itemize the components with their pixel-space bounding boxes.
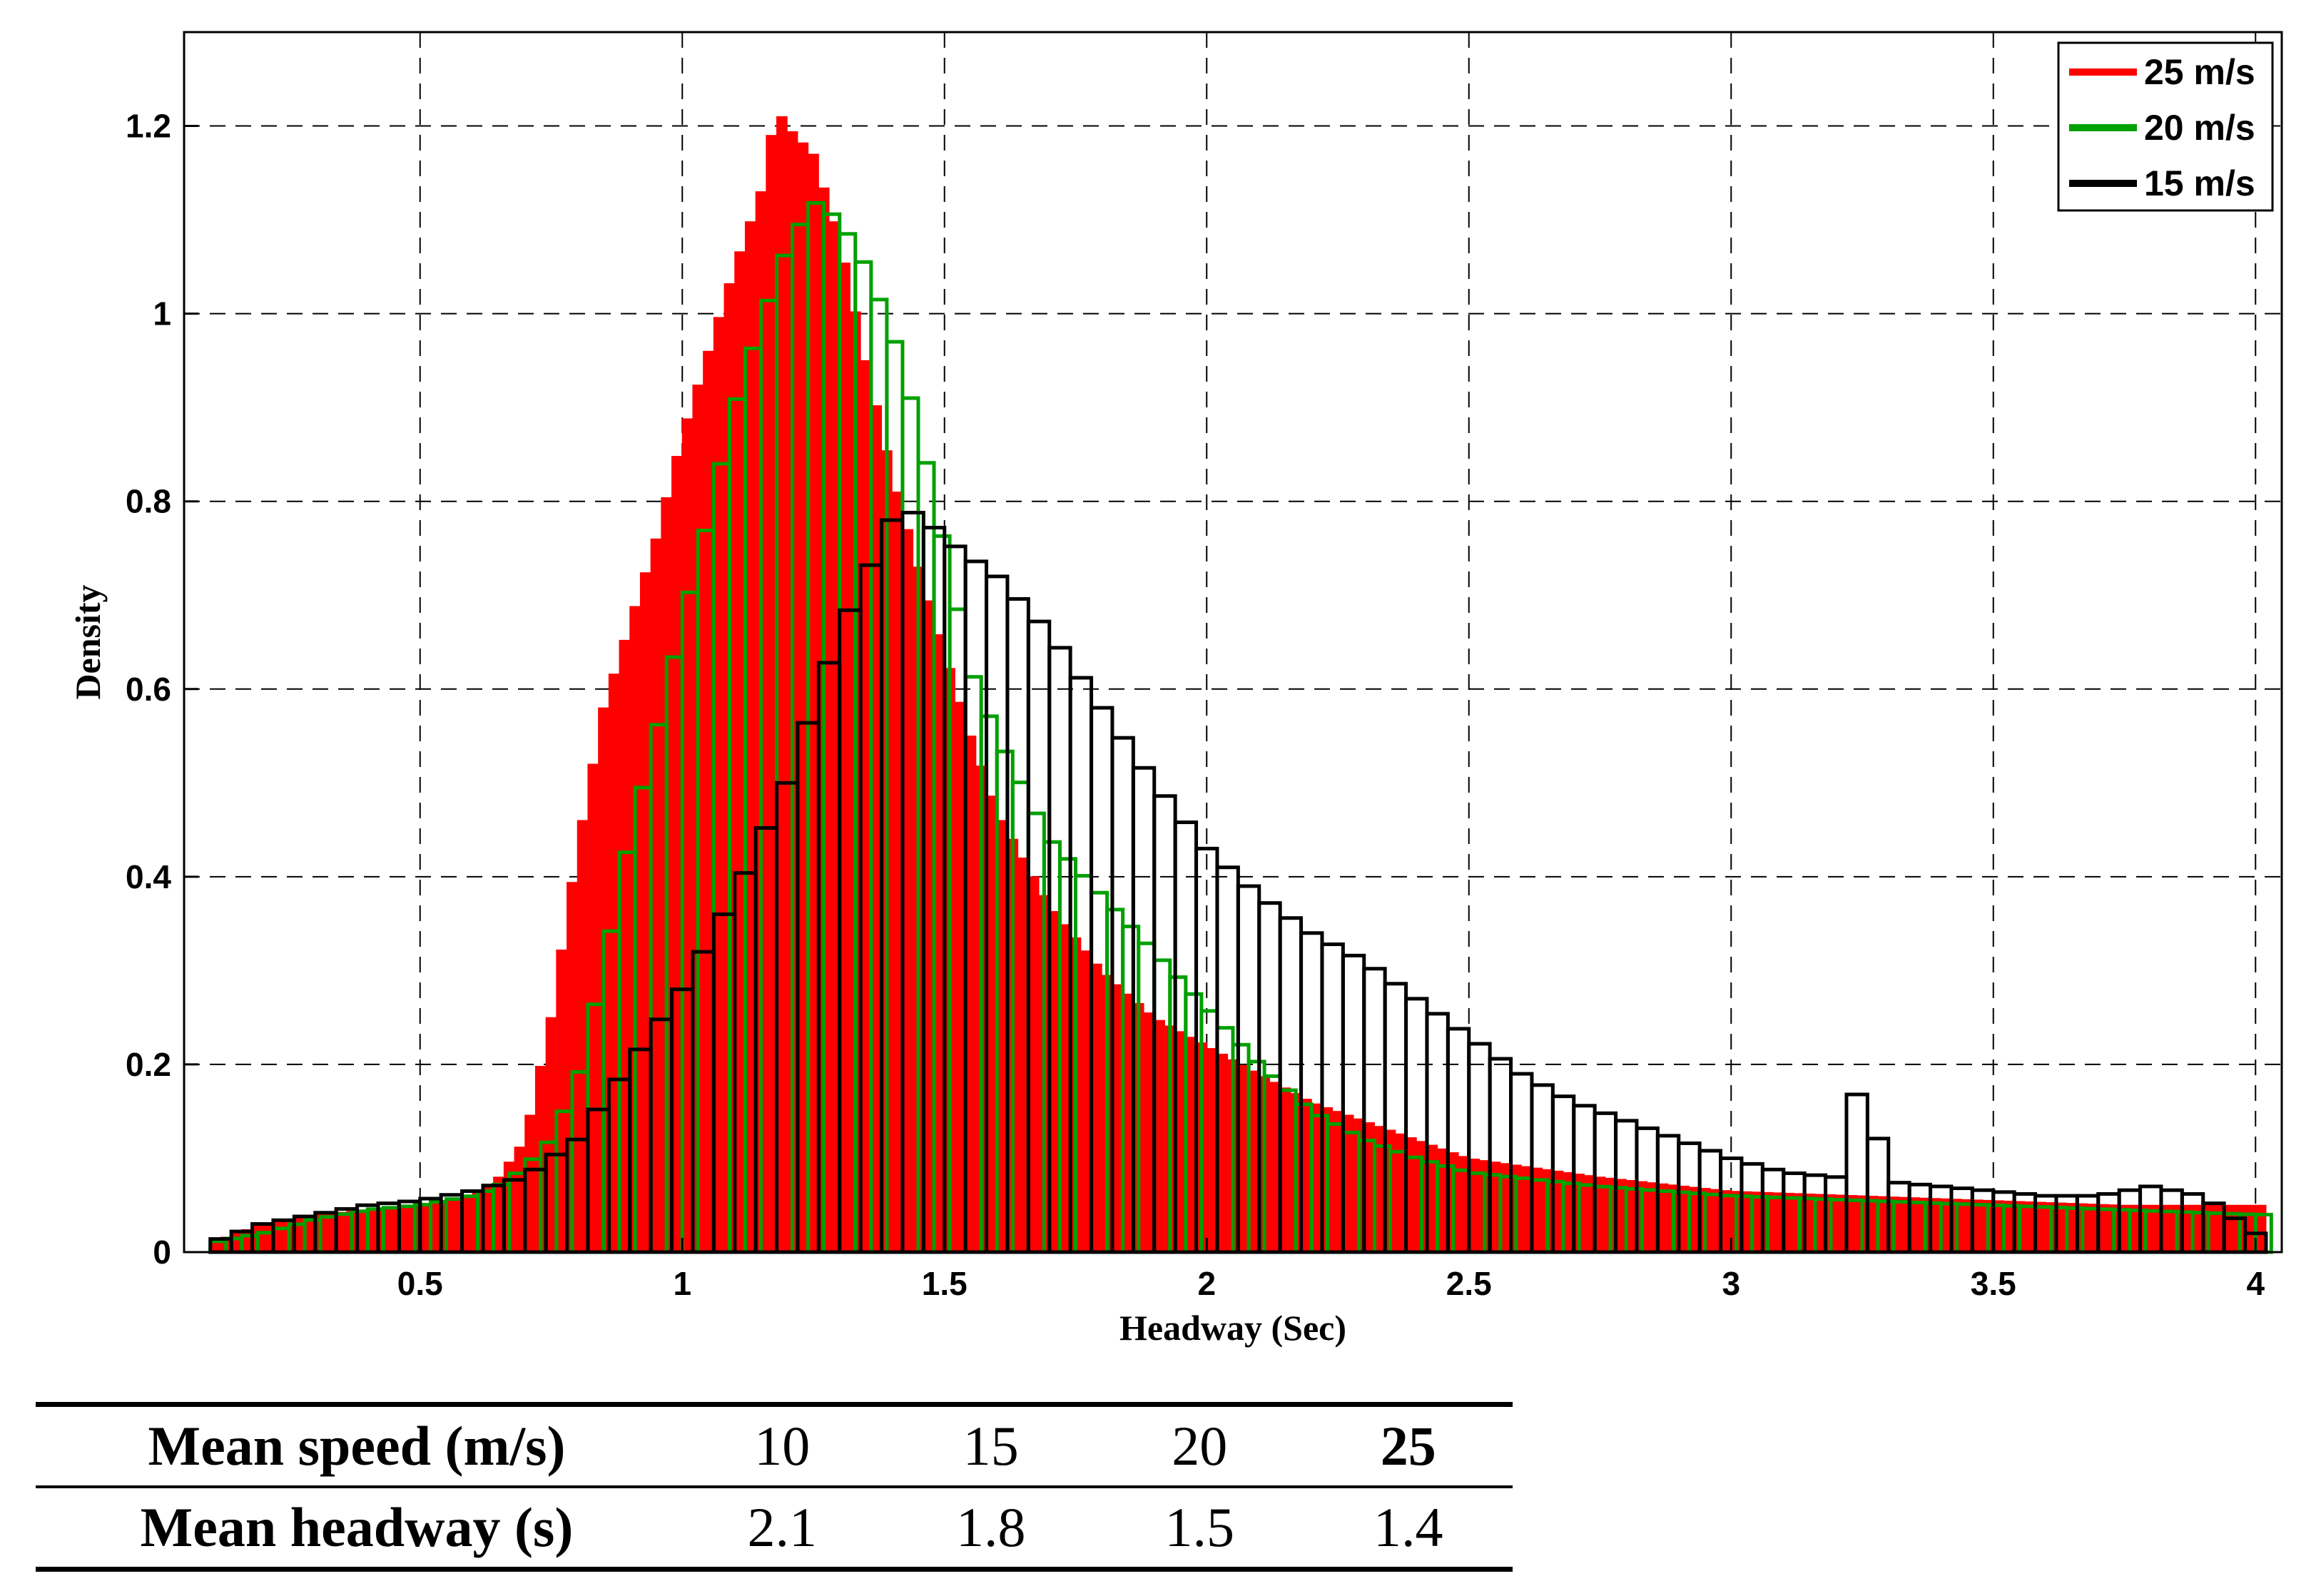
- histogram-chart: 0.5 1 1.5 2 2.5 3 3.5 4 0 0.2 0.4 0.6 0.8 1 1.2 Headwa…: [68, 31, 2283, 1348]
- series-15-m-s: [208, 510, 2268, 1254]
- axis-ticks: 0.5 1 1.5 2 2.5 3 3.5 4 0 0.2 0.4 0.6 0.8 1 1.2: [126, 108, 2265, 1302]
- x-tick-label: 1.5: [922, 1265, 967, 1302]
- x-tick-label: 4: [2246, 1265, 2265, 1302]
- y-tick-label: 1.2: [126, 108, 171, 145]
- x-axis-title: Headway (Sec): [1119, 1308, 1346, 1348]
- legend-label-15: 15 m/s: [2144, 163, 2255, 203]
- x-tick-label: 2.5: [1446, 1265, 1492, 1302]
- plot-frame: [183, 31, 2283, 1254]
- mean-headway-label: Mean headway (s): [36, 1487, 678, 1572]
- x-tick-label: 3: [1722, 1265, 1740, 1302]
- mean-speed-label: Mean speed (m/s): [36, 1402, 678, 1488]
- y-tick-label: 0: [153, 1234, 171, 1271]
- mean-headway-value: 2.1: [678, 1487, 887, 1572]
- mean-headway-value: 1.4: [1304, 1487, 1513, 1572]
- mean-headway-value: 1.8: [886, 1487, 1095, 1572]
- mean-speed-row: Mean speed (m/s) 10 15 20 25: [36, 1402, 1513, 1488]
- y-tick-label: 0.6: [126, 671, 171, 708]
- mean-speed-value: 15: [886, 1402, 1095, 1488]
- mean-speed-value: 10: [678, 1402, 887, 1488]
- y-axis-title: Density: [68, 584, 108, 699]
- y-tick-label: 0.2: [126, 1046, 171, 1083]
- mean-headway-row: Mean headway (s) 2.1 1.8 1.5 1.4: [36, 1487, 1513, 1572]
- x-tick-label: 3.5: [1971, 1265, 2016, 1302]
- legend-label-25: 25 m/s: [2144, 52, 2255, 92]
- y-tick-label: 0.8: [126, 483, 171, 520]
- mean-headway-value: 1.5: [1095, 1487, 1304, 1572]
- y-tick-label: 1: [153, 295, 171, 332]
- y-tick-label: 0.4: [126, 858, 171, 895]
- x-tick-label: 0.5: [397, 1265, 443, 1302]
- x-tick-label: 1: [673, 1265, 691, 1302]
- legend: 25 m/s 20 m/s 15 m/s: [2057, 41, 2274, 212]
- summary-table: Mean speed (m/s) 10 15 20 25 Mean headwa…: [36, 1402, 1513, 1572]
- x-tick-label: 2: [1197, 1265, 1216, 1302]
- histogram-bars: [208, 116, 2273, 1254]
- mean-speed-value: 25: [1304, 1402, 1513, 1488]
- mean-speed-value: 20: [1095, 1402, 1304, 1488]
- legend-label-20: 20 m/s: [2144, 108, 2255, 148]
